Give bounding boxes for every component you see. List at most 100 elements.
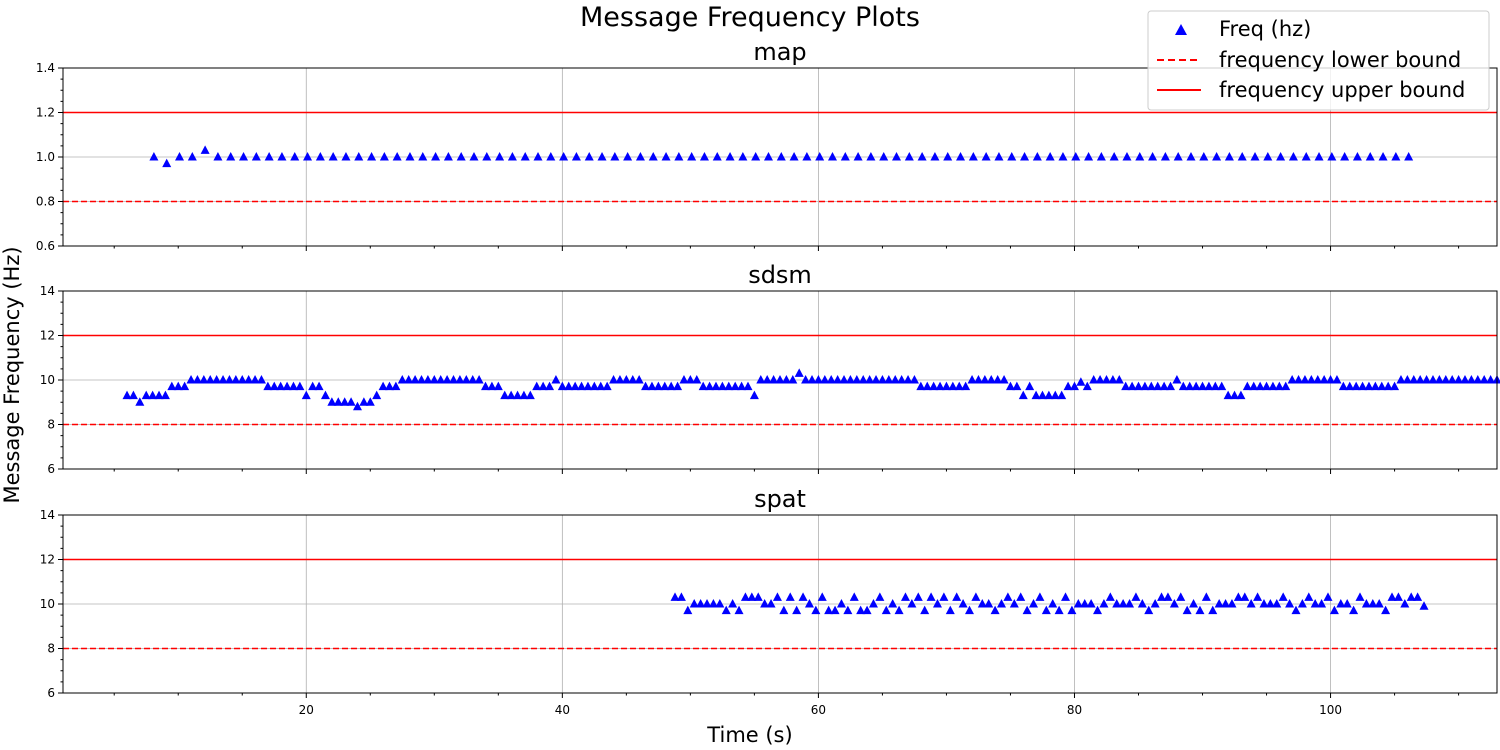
legend-box [1147, 10, 1490, 111]
data-point [525, 390, 535, 400]
data-point [507, 152, 517, 161]
data-point [391, 381, 401, 391]
data-point [725, 152, 735, 161]
data-point [1086, 599, 1096, 608]
data-point [903, 375, 913, 384]
data-point [1221, 599, 1231, 608]
panel-title: map [753, 38, 806, 66]
data-point [721, 605, 731, 615]
data-point [932, 599, 942, 608]
data-point [1278, 592, 1288, 601]
y-tick-label: 8 [47, 418, 55, 432]
data-point [824, 605, 834, 615]
data-point [1274, 381, 1284, 391]
data-point [461, 375, 471, 384]
data-point [1378, 152, 1388, 161]
data-point [826, 375, 836, 384]
data-point [538, 381, 548, 391]
data-point [628, 375, 638, 384]
data-point [1317, 599, 1327, 608]
x-tick-label: 20 [299, 703, 314, 717]
data-point [892, 152, 902, 161]
data-point [1009, 599, 1019, 608]
data-point [1310, 599, 1320, 608]
data-point [981, 152, 991, 161]
data-point [1355, 592, 1365, 601]
data-point [1236, 390, 1246, 400]
data-point [802, 152, 812, 161]
data-point [702, 599, 712, 608]
data-point [712, 152, 722, 161]
data-point [840, 152, 850, 161]
data-point [443, 152, 453, 161]
data-point [711, 381, 721, 391]
data-point [1150, 599, 1160, 608]
data-point [724, 381, 734, 391]
data-point [277, 152, 287, 161]
data-point [333, 397, 343, 406]
data-point [1182, 605, 1192, 615]
data-point [1313, 375, 1323, 384]
data-point [740, 592, 750, 601]
data-point [1319, 375, 1329, 384]
data-point [1131, 592, 1141, 601]
data-point [798, 592, 808, 601]
data-point [766, 599, 776, 608]
data-point [1118, 599, 1128, 608]
data-point [1338, 381, 1348, 391]
data-point [775, 375, 785, 384]
data-point [1361, 599, 1371, 608]
data-point [1166, 381, 1176, 391]
data-point [1109, 152, 1119, 161]
data-point [696, 599, 706, 608]
data-point [570, 381, 580, 391]
data-point [879, 152, 889, 161]
data-point [212, 375, 222, 384]
data-point [315, 152, 325, 161]
data-point [730, 381, 740, 391]
data-point [830, 605, 840, 615]
y-tick-label: 14 [40, 284, 55, 298]
data-point [308, 381, 318, 391]
data-point [1189, 599, 1199, 608]
data-point [1390, 381, 1400, 391]
data-point [1262, 381, 1272, 391]
data-point [442, 375, 452, 384]
data-point [948, 381, 958, 391]
data-point [559, 152, 569, 161]
data-point [916, 381, 926, 391]
data-point [571, 152, 581, 161]
data-point [647, 381, 657, 391]
data-point [346, 397, 356, 406]
data-point [1300, 375, 1310, 384]
data-point [813, 375, 823, 384]
data-point [1402, 375, 1412, 384]
y-tick-label: 12 [40, 329, 55, 343]
data-point [456, 152, 466, 161]
data-point [1093, 605, 1103, 615]
data-point [314, 381, 324, 391]
data-point [920, 605, 930, 615]
data-point [1084, 152, 1094, 161]
data-point [244, 375, 254, 384]
data-point [756, 375, 766, 384]
data-point [1223, 390, 1233, 400]
data-point [455, 375, 465, 384]
data-point [520, 152, 530, 161]
data-point [1217, 381, 1227, 391]
data-point [698, 381, 708, 391]
data-point [1466, 375, 1476, 384]
data-point [941, 381, 951, 391]
data-point [1140, 381, 1150, 391]
data-point [1288, 152, 1298, 161]
data-point [1327, 152, 1337, 161]
data-point [482, 152, 492, 161]
data-point [977, 599, 987, 608]
data-point [907, 599, 917, 608]
data-point [303, 152, 313, 161]
data-point [160, 390, 170, 400]
data-point [1076, 377, 1086, 386]
data-point [760, 599, 770, 608]
legend: Freq (hz) frequency lower bound frequenc… [1147, 10, 1490, 111]
data-point [429, 375, 439, 384]
